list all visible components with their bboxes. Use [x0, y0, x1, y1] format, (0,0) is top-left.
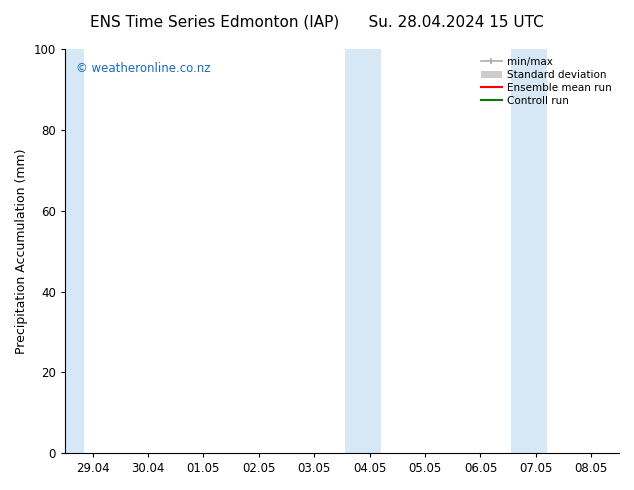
Bar [527, 49, 547, 453]
Text: © weatheronline.co.nz: © weatheronline.co.nz [76, 62, 210, 74]
Legend: min/max, Standard deviation, Ensemble mean run, Controll run: min/max, Standard deviation, Ensemble me… [477, 52, 616, 110]
Text: ENS Time Series Edmonton (IAP)      Su. 28.04.2024 15 UTC: ENS Time Series Edmonton (IAP) Su. 28.04… [90, 15, 544, 30]
Bar [65, 49, 84, 453]
Bar [511, 49, 527, 453]
Bar [345, 49, 361, 453]
Bar [361, 49, 380, 453]
Y-axis label: Precipitation Accumulation (mm): Precipitation Accumulation (mm) [15, 148, 28, 354]
